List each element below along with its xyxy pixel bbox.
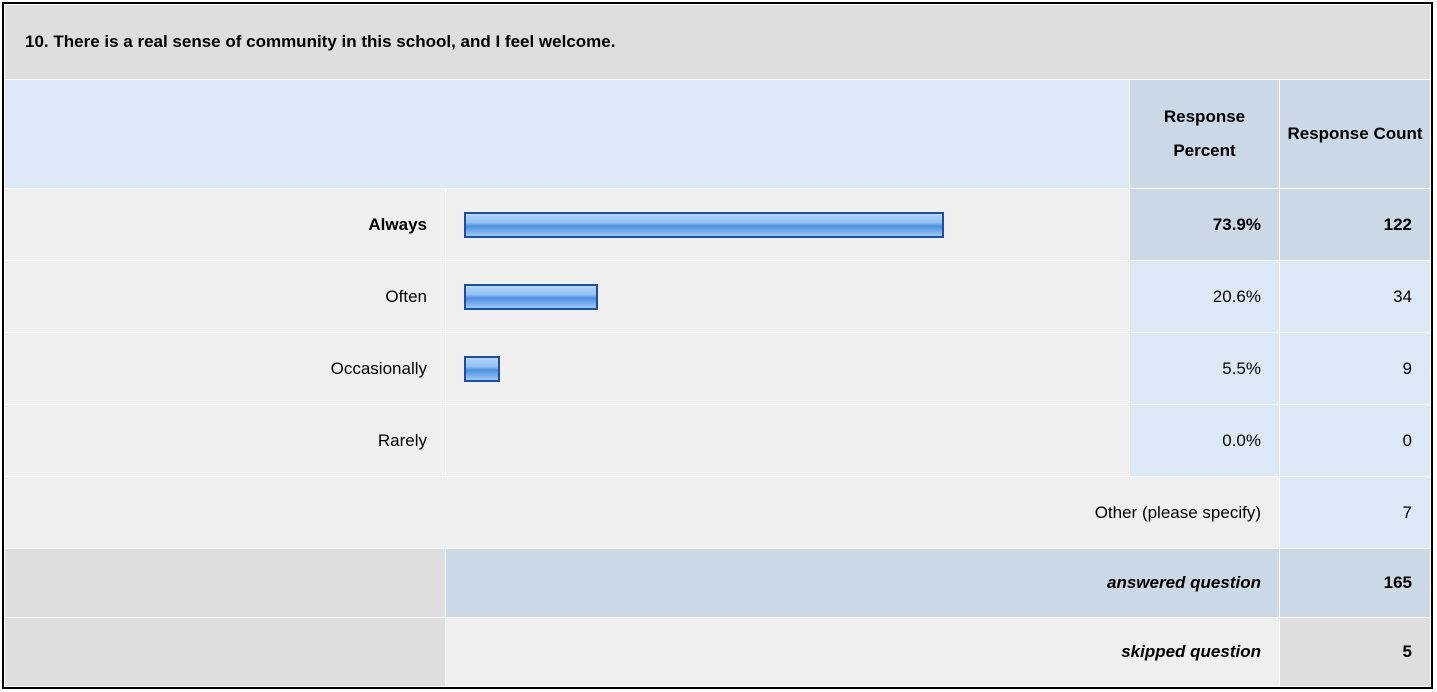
header-blank bbox=[4, 79, 1130, 189]
answered-row: answered question 165 bbox=[4, 548, 1431, 618]
response-percent: 73.9% bbox=[1129, 188, 1280, 261]
skipped-count: 5 bbox=[1279, 617, 1431, 687]
answer-label: Rarely bbox=[4, 404, 446, 477]
bar bbox=[464, 355, 500, 382]
bar bbox=[464, 211, 945, 238]
bar-cell bbox=[445, 260, 1130, 333]
skipped-label: skipped question bbox=[445, 617, 1280, 687]
response-percent: 20.6% bbox=[1129, 260, 1280, 333]
answer-label: Occasionally bbox=[4, 332, 446, 405]
answer-label: Always bbox=[4, 188, 446, 261]
other-count: 7 bbox=[1279, 476, 1431, 549]
response-count: 34 bbox=[1279, 260, 1431, 333]
bar-cell bbox=[445, 332, 1130, 405]
answer-row: Always 73.9% 122 bbox=[4, 188, 1431, 261]
answered-count: 165 bbox=[1279, 548, 1431, 618]
response-percent: 5.5% bbox=[1129, 332, 1280, 405]
bar bbox=[464, 283, 598, 310]
response-count: 0 bbox=[1279, 404, 1431, 477]
answer-row: Rarely 0.0% 0 bbox=[4, 404, 1431, 477]
column-header: Response Percent bbox=[1129, 79, 1280, 189]
response-count: 9 bbox=[1279, 332, 1431, 405]
bar-cell bbox=[445, 188, 1130, 261]
other-label: Other (please specify) bbox=[4, 476, 1280, 549]
bar-cell bbox=[445, 404, 1130, 477]
answer-row: Often 20.6% 34 bbox=[4, 260, 1431, 333]
answer-label: Often bbox=[4, 260, 446, 333]
blank bbox=[4, 617, 446, 687]
answered-label: answered question bbox=[445, 548, 1280, 618]
skipped-row: skipped question 5 bbox=[4, 617, 1431, 687]
response-percent: 0.0% bbox=[1129, 404, 1280, 477]
answer-row: Occasionally 5.5% 9 bbox=[4, 332, 1431, 405]
results-table: 10. There is a real sense of community i… bbox=[4, 4, 1431, 687]
response-count: 122 bbox=[1279, 188, 1431, 261]
column-header: Response Count bbox=[1279, 79, 1431, 189]
question-title: 10. There is a real sense of community i… bbox=[4, 4, 1431, 80]
blank bbox=[4, 548, 446, 618]
other-row: Other (please specify) 7 bbox=[4, 476, 1431, 549]
